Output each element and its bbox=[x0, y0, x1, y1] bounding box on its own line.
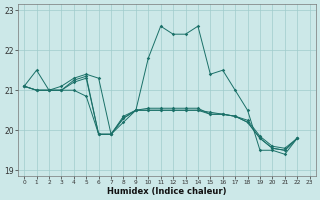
X-axis label: Humidex (Indice chaleur): Humidex (Indice chaleur) bbox=[107, 187, 227, 196]
